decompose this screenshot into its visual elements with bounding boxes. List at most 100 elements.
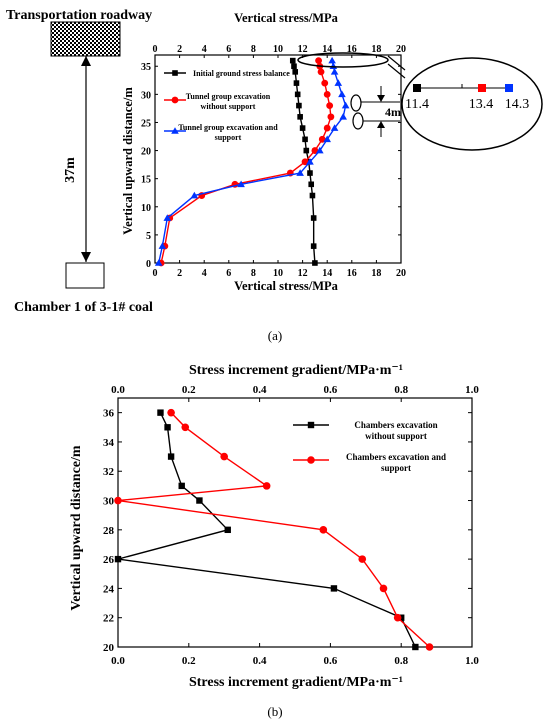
callout-connector-bottom [387, 63, 406, 79]
x-tick-label-bottom: 12 [298, 268, 308, 279]
chart-b-ylabel: Vertical upward distance/m [69, 445, 84, 610]
data-point-0 [291, 63, 297, 70]
data-point-1 [319, 526, 328, 534]
y-tick-label: 20 [141, 147, 151, 158]
y-tick-label: 24 [103, 583, 115, 595]
data-point-2 [338, 90, 346, 98]
data-point-0 [114, 555, 122, 563]
data-point-1 [311, 147, 319, 154]
callout-value-with-support: 14.3 [505, 97, 530, 112]
x-tick-label-top: 8 [251, 44, 256, 55]
series-line-1 [117, 412, 430, 648]
data-point-0 [178, 482, 185, 490]
x-tick-label-bottom: 8 [251, 268, 256, 279]
callout-marker-black [413, 84, 421, 92]
data-point-2 [306, 158, 314, 165]
legend-label-1: without support [201, 102, 256, 111]
data-point-1 [317, 68, 325, 76]
x-tick-label-top: 0.8 [394, 384, 408, 396]
roadway-label: Transportation roadway [6, 8, 152, 23]
data-point-0 [299, 125, 306, 131]
data-point-2 [190, 191, 199, 199]
distance-label: 37m [63, 157, 78, 183]
chamber-box [65, 262, 105, 289]
chamber-label: Chamber 1 of 3-1# coal [14, 300, 153, 315]
callout-bubble [401, 57, 543, 151]
x-tick-label-bottom: 10 [273, 268, 283, 279]
legend-label-2: Tunnel group excavation and [178, 123, 278, 132]
data-point-0 [310, 215, 317, 221]
legend-marker-0 [307, 421, 315, 429]
data-point-1 [323, 90, 331, 98]
x-tick-label-bottom: 6 [226, 268, 231, 279]
callout-connector-top [387, 55, 406, 71]
distance-arrow-head-top [81, 56, 91, 66]
data-point-0 [309, 192, 316, 199]
schematic-diagram: Transportation roadway 37m Chamber 1 of … [6, 8, 153, 315]
data-point-0 [297, 114, 303, 120]
x-tick-label-top: 0.6 [324, 384, 338, 396]
legend-marker-1 [171, 96, 179, 104]
legend-marker-2 [171, 127, 179, 134]
legend-marker-0 [172, 70, 178, 76]
data-point-2 [316, 146, 324, 154]
chart-a-callout: 11.4 13.4 14.3 4m [297, 52, 543, 151]
y-tick-label: 25 [141, 118, 151, 129]
y-tick-label: 30 [141, 90, 151, 101]
data-point-2 [330, 124, 339, 131]
data-point-0 [307, 170, 313, 176]
data-point-1 [379, 584, 388, 593]
y-tick-label: 28 [103, 525, 115, 537]
plot-frame [117, 397, 473, 648]
x-tick-label-bottom: 4 [202, 268, 207, 279]
callout-marker-red [478, 84, 486, 92]
callout-source-ellipse [297, 52, 389, 68]
chart-b: Stress increment gradient/MPa·m⁻¹ Stress… [69, 363, 479, 719]
x-tick-label-top: 18 [371, 44, 381, 55]
y-tick-label: 36 [103, 408, 115, 420]
data-point-0 [312, 260, 318, 266]
x-tick-label-bottom: 20 [396, 268, 406, 279]
data-point-0 [308, 181, 315, 188]
y-tick-label: 22 [103, 613, 115, 625]
x-tick-label-bottom: 18 [371, 268, 381, 279]
data-point-2 [339, 113, 347, 120]
data-point-2 [329, 62, 338, 70]
data-point-2 [154, 259, 163, 266]
x-tick-label-top: 10 [273, 44, 283, 55]
x-tick-label-bottom: 1.0 [465, 655, 479, 667]
legend-label-1: Tunnel group excavation [186, 92, 271, 101]
callout-value-initial: 11.4 [405, 97, 429, 112]
data-point-1 [358, 555, 367, 563]
x-tick-label-bottom: 0.4 [253, 655, 267, 667]
data-point-0 [296, 102, 302, 109]
y-tick-label: 26 [103, 554, 115, 566]
y-tick-label: 35 [141, 62, 151, 73]
legend-label-0: Initial ground stress balance [193, 69, 290, 78]
data-point-1 [315, 57, 322, 65]
data-point-1 [327, 113, 335, 121]
data-point-1 [167, 408, 175, 417]
gap-ellipse-lower [352, 112, 364, 130]
data-point-1 [425, 643, 434, 651]
data-point-2 [334, 79, 343, 86]
y-tick-label: 34 [103, 437, 115, 449]
series-line-2 [158, 60, 347, 264]
chart-a-bottom-xlabel: Vertical stress/MPa [234, 279, 339, 293]
legend-label-0: without support [365, 431, 427, 441]
gap-label: 4m [385, 105, 401, 119]
roadway-hatched-block [50, 21, 121, 57]
chart-a-plot: 0022446688101012121414161618182020051015… [141, 44, 406, 279]
x-tick-label-bottom: 0.6 [324, 655, 338, 667]
data-point-2 [296, 169, 304, 176]
data-point-0 [157, 409, 164, 416]
data-point-2 [158, 242, 167, 249]
y-tick-label: 20 [103, 642, 115, 654]
x-tick-label-top: 0.2 [182, 384, 196, 396]
data-point-0 [330, 585, 338, 592]
data-point-1 [114, 496, 122, 505]
y-tick-label: 30 [103, 496, 115, 508]
data-point-2 [341, 101, 350, 109]
data-point-0 [310, 243, 317, 249]
x-tick-label-bottom: 14 [322, 268, 332, 279]
